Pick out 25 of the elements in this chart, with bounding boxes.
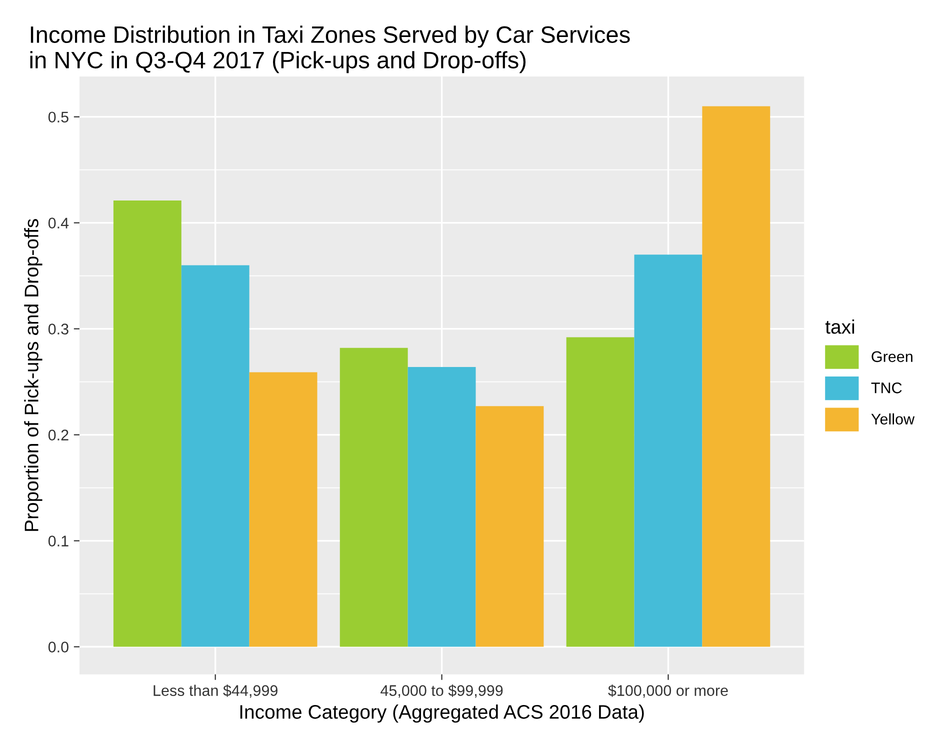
bar <box>113 200 182 647</box>
y-tick-label: 0.1 <box>48 536 68 546</box>
bar <box>181 265 250 647</box>
x-tick-label: $100,000 or more <box>608 684 728 698</box>
y-tick-label: 0.5 <box>48 112 68 123</box>
chart-title: Income Distribution in Taxi Zones Served by Car Services in NYC in Q3-Q4 2017 (Pick-ups and Drop-offs) <box>30 26 630 74</box>
bar <box>566 337 634 647</box>
legend-label: Yellow <box>871 413 915 425</box>
x-axis-title: Income Category (Aggregated ACS 2016 Data) <box>240 704 644 723</box>
bar <box>476 406 544 647</box>
legend-label: Green <box>872 351 912 362</box>
legend-title: taxi <box>825 320 854 334</box>
bar <box>702 106 770 647</box>
y-tick-label: 0.0 <box>48 642 68 652</box>
x-tick-label: Less than $44,999 <box>154 684 278 698</box>
y-tick-label: 0.4 <box>48 218 69 228</box>
y-axis-title: Proportion of Pick-ups and Drop-offs <box>24 219 42 531</box>
bar <box>340 348 408 647</box>
y-tick-label: 0.3 <box>48 324 68 334</box>
legend-label: TNC <box>871 382 902 394</box>
x-tick-label: 45,000 to $99,999 <box>380 684 503 698</box>
bar <box>408 366 476 647</box>
bar <box>249 372 318 647</box>
bar <box>634 254 702 647</box>
y-tick-label: 0.2 <box>48 430 68 440</box>
